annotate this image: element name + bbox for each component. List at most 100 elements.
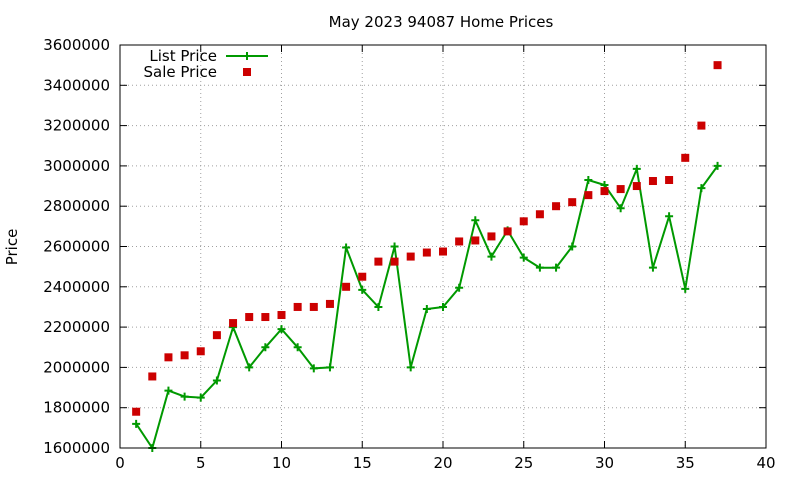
list-price-point — [309, 364, 318, 373]
list-price-point — [519, 253, 528, 262]
sale-price-point — [697, 121, 706, 130]
y-tick-label: 3600000 — [43, 36, 110, 54]
sale-price-point — [713, 61, 722, 70]
list-price-point — [681, 284, 690, 293]
list-price-point — [455, 283, 464, 292]
y-tick-label: 3000000 — [43, 157, 110, 175]
plot-border — [119, 44, 767, 449]
axis-ticks: 0 5 10 15 20 25 30 35 40 1600000 1800000 2000000 220… — [43, 36, 775, 472]
y-tick-label: 3200000 — [43, 117, 110, 135]
sale-price-point — [358, 272, 367, 281]
list-price-point — [439, 302, 447, 311]
list-price-point — [358, 285, 367, 294]
sale-price-point — [439, 247, 447, 256]
sale-price-point — [196, 347, 205, 356]
sale-price-point — [422, 248, 431, 257]
sale-price-point — [374, 257, 383, 266]
legend-marker-list-price — [243, 52, 251, 60]
list-price-point — [422, 304, 431, 313]
list-price-point — [164, 386, 173, 395]
sale-price-point — [325, 299, 334, 308]
sale-price-point — [665, 176, 674, 185]
sale-price-point — [293, 302, 302, 311]
x-tick-label: 20 — [433, 454, 452, 472]
sale-price-point — [309, 302, 318, 311]
sale-price-point — [568, 198, 577, 207]
y-tick-label: 3400000 — [43, 76, 110, 94]
legend-label-sale-price: Sale Price — [144, 63, 217, 81]
list-price-point — [196, 393, 205, 402]
sale-price-point — [261, 313, 270, 322]
list-price-point — [132, 419, 141, 428]
sale-price-point — [342, 282, 351, 291]
sale-price-point — [180, 351, 189, 360]
sale-price-point — [471, 236, 480, 245]
sale-price-point — [406, 252, 415, 261]
list-price-point — [325, 363, 334, 372]
list-price-point — [487, 252, 496, 261]
list-price-point — [406, 363, 415, 372]
list-price-point — [277, 325, 286, 334]
y-tick-label: 2400000 — [43, 278, 110, 296]
sale-price-point — [148, 372, 157, 381]
list-price-point — [665, 212, 674, 221]
sale-price-point — [455, 237, 464, 246]
y-axis-label: Price — [3, 229, 21, 266]
sale-price-point — [535, 210, 544, 219]
series-layer — [132, 61, 722, 452]
sale-price-point — [132, 407, 141, 416]
y-tick-label: 2800000 — [43, 197, 110, 215]
sale-price-point — [487, 232, 496, 241]
x-tick-label: 5 — [196, 454, 206, 472]
sale-price-point — [616, 185, 625, 194]
x-tick-label: 35 — [676, 454, 695, 472]
y-tick-label: 2200000 — [43, 318, 110, 336]
grid-lines — [120, 45, 766, 448]
sale-price-point — [245, 313, 254, 322]
list-price-point — [342, 243, 351, 252]
list-price-point — [245, 363, 254, 372]
list-price-point — [212, 376, 221, 385]
x-tick-label: 10 — [272, 454, 291, 472]
list-price-point — [568, 242, 577, 251]
sale-price-point — [212, 331, 221, 340]
legend-label-list-price: List Price — [149, 47, 217, 65]
list-price-point — [632, 164, 641, 173]
sale-price-point — [164, 353, 173, 362]
y-tick-label: 2000000 — [43, 358, 110, 376]
list-price-point — [648, 263, 657, 272]
list-price-point — [713, 161, 722, 170]
sale-price-point — [390, 257, 399, 266]
sale-price-point — [648, 177, 657, 186]
y-tick-label: 1600000 — [43, 439, 110, 457]
sale-price-point — [681, 153, 690, 162]
list-price-point — [374, 302, 383, 311]
list-price-point — [535, 263, 544, 272]
x-tick-label: 15 — [353, 454, 372, 472]
sale-price-point — [600, 187, 609, 196]
x-tick-label: 30 — [595, 454, 614, 472]
list-price-point — [261, 343, 270, 352]
sale-price-point — [632, 182, 641, 191]
y-tick-label: 1800000 — [43, 399, 110, 417]
x-tick-label: 0 — [115, 454, 125, 472]
list-price-point — [616, 204, 625, 213]
legend-marker-sale-price — [243, 68, 251, 76]
chart-title: May 2023 94087 Home Prices — [329, 13, 554, 31]
sale-price-point — [277, 311, 286, 320]
x-tick-label: 25 — [514, 454, 533, 472]
sale-price-point — [584, 191, 593, 200]
sale-price-point — [503, 227, 512, 236]
x-tick-label: 40 — [756, 454, 775, 472]
sale-price-point — [229, 319, 238, 328]
list-price-point — [697, 184, 706, 193]
sale-price-point — [552, 202, 561, 211]
list-price-point — [293, 343, 302, 352]
list-price-point — [584, 176, 593, 185]
sale-price-point — [519, 217, 528, 226]
list-price-point — [471, 216, 480, 225]
list-price-point — [180, 392, 189, 401]
y-tick-label: 2600000 — [43, 238, 110, 256]
